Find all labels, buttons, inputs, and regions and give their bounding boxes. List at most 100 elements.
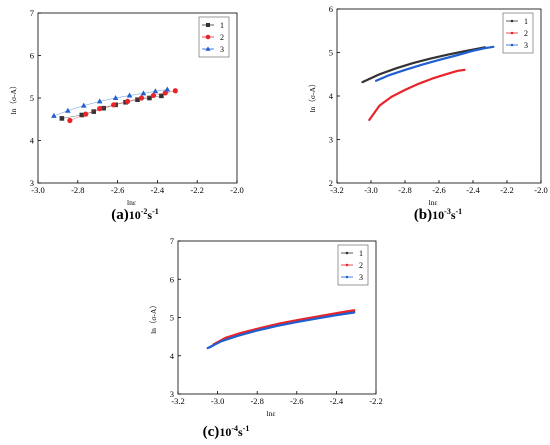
x-tick-label: -3.2 [171, 396, 184, 406]
legend-marker [510, 43, 514, 47]
y-tick-label: 5 [170, 313, 174, 323]
series-1 [59, 93, 164, 121]
caption-caption-rate: 10 [129, 208, 141, 222]
panel-a: -3.0 -2.8 -2.6 -2.4 -2.2 -2.0 3 4 5 6 7 lnε ln（σ-A） 1… [9, 8, 244, 223]
x-tick-label: -3.0 [211, 396, 224, 406]
data-point [147, 95, 152, 101]
series-line [361, 46, 486, 84]
series-2 [67, 88, 178, 124]
x-tick-label: -2.4 [466, 185, 480, 195]
legend-label: 1 [359, 249, 363, 258]
caption-caption-exp: -4 [231, 424, 238, 433]
data-point [83, 111, 89, 117]
series-3 [51, 86, 171, 118]
legend-label: 3 [524, 41, 528, 50]
y-tick-label: 4 [30, 136, 35, 146]
y-tick-label: 7 [170, 236, 174, 246]
legend-marker [345, 275, 349, 279]
data-point [67, 117, 73, 124]
legend-marker [345, 251, 349, 255]
legend: 1 2 3 [337, 244, 369, 286]
data-point [59, 116, 65, 121]
series-2 [212, 309, 356, 346]
data-point [164, 86, 171, 92]
panel-caption: (c)10-4s-1 [203, 424, 250, 440]
y-tick-label: 6 [30, 51, 34, 61]
x-tick-label: -3.0 [31, 185, 44, 195]
series-1 [208, 310, 356, 349]
legend: 1 2 3 [198, 16, 230, 58]
x-tick-label: -2.8 [398, 185, 411, 195]
caption-caption-unit-exp: -1 [152, 207, 159, 216]
y-tick-label: 4 [329, 91, 334, 101]
series-line [53, 89, 168, 117]
y-tick-label: 4 [170, 351, 175, 361]
y-tick-label: 2 [329, 178, 333, 188]
caption-caption-unit-s: s [147, 208, 152, 222]
caption-caption-rate: 10 [219, 425, 231, 439]
x-tick-label: -2.4 [330, 396, 344, 406]
legend-marker [205, 34, 211, 40]
x-tick-label: -2.6 [111, 185, 124, 195]
legend: 1 2 3 [502, 12, 534, 54]
data-point [159, 93, 164, 99]
series-line [208, 310, 356, 349]
series-3 [375, 45, 495, 82]
legend-label: 2 [359, 261, 363, 270]
series-line [212, 309, 356, 346]
caption-caption-unit-exp: -1 [456, 207, 463, 216]
data-point [101, 105, 106, 111]
data-point [150, 92, 157, 99]
panel-c: -3.2 -3.0 -2.8 -2.6 -2.4 -2.2 3 4 5 6 7 lnε ln（σ-A） 1… [149, 236, 383, 440]
caption-caption-prefix: (b) [414, 207, 432, 223]
y-tick-label: 7 [30, 8, 34, 18]
caption-caption-exp: -3 [444, 207, 451, 216]
x-tick-label: -2.0 [534, 185, 547, 195]
caption-caption-unit-exp: -1 [243, 424, 250, 433]
caption-caption-prefix: (a) [111, 207, 129, 223]
y-axis-title: ln（σ-A） [9, 82, 18, 115]
data-point [96, 98, 103, 104]
legend-marker [205, 46, 211, 51]
legend-marker [345, 263, 349, 267]
data-point [162, 90, 168, 96]
data-point [111, 102, 117, 108]
x-tick-label: -2.8 [250, 396, 263, 406]
data-point [152, 88, 159, 94]
x-tick-label: -2.2 [369, 396, 382, 406]
data-point [97, 106, 103, 112]
x-axis-title: lnε [127, 198, 136, 207]
legend-marker [206, 23, 210, 27]
data-point [135, 97, 140, 102]
x-tick-label: -2.6 [432, 185, 445, 195]
data-point [91, 109, 97, 114]
x-tick-label: -2.4 [151, 185, 165, 195]
x-tick-label: -3.0 [364, 185, 377, 195]
legend-label: 3 [220, 45, 224, 54]
caption-caption-unit-s: s [451, 208, 456, 222]
y-tick-label: 3 [329, 135, 333, 145]
series-line [368, 68, 466, 121]
data-point [138, 95, 145, 101]
series-line [61, 95, 162, 119]
y-tick-label: 5 [329, 48, 333, 58]
x-tick-label: -2.2 [190, 185, 203, 195]
y-tick-label: 6 [329, 4, 333, 14]
y-tick-label: 3 [170, 389, 174, 399]
y-axis-title: ln（σ-A） [308, 80, 317, 113]
y-tick-label: 5 [30, 93, 34, 103]
panel-caption: (b)10-3s-1 [414, 207, 462, 223]
y-tick-label: 3 [30, 178, 34, 188]
legend-marker [510, 31, 514, 35]
panel-caption: (a)10-2s-1 [111, 207, 159, 223]
data-point [51, 112, 57, 118]
series-2 [368, 68, 466, 121]
x-axis-title: lnε [429, 198, 438, 207]
y-tick-label: 6 [170, 274, 174, 284]
data-point [80, 102, 87, 108]
panel-b: -3.2 -3.0 -2.8 -2.6 -2.4 -2.2 -2.0 2 3 4 5 6 lnε ln（σ… [308, 4, 548, 223]
data-point [172, 88, 178, 94]
legend-marker [510, 19, 514, 23]
caption-caption-unit-s: s [238, 425, 243, 439]
legend-label: 2 [220, 33, 224, 42]
